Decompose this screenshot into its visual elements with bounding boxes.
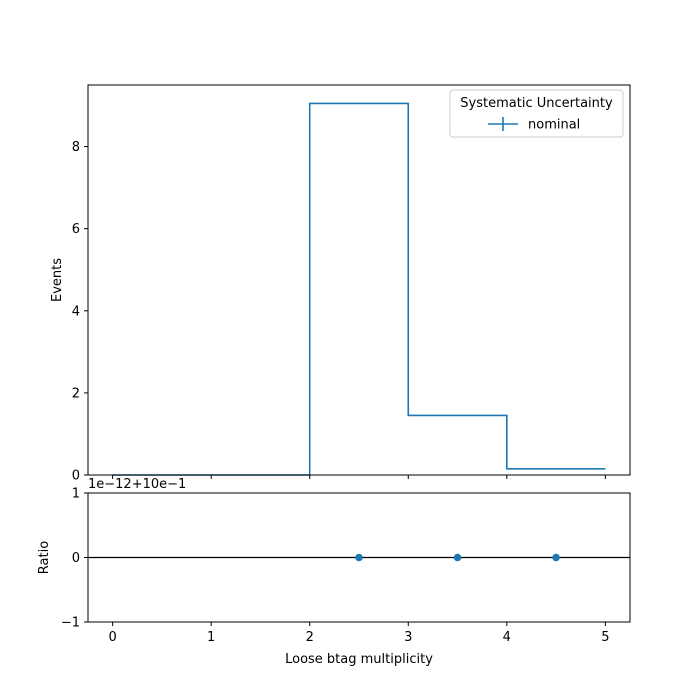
ratio-panel: 0 1 2 3 4 5 −1 0 1 1e−12+10e−1 Ratio Loose btag… bbox=[37, 477, 631, 667]
legend-entries: nominal bbox=[488, 117, 580, 133]
x-axis-label: Loose btag multiplicity bbox=[285, 652, 433, 667]
legend: Systematic Uncertainty nominal bbox=[449, 89, 624, 138]
main-y-tick-label: 4 bbox=[72, 304, 80, 319]
x-tick-label: 0 bbox=[108, 630, 116, 645]
x-tick-label: 3 bbox=[404, 630, 412, 645]
main-y-tick-label: 0 bbox=[72, 469, 80, 484]
main-plot-frame bbox=[87, 84, 631, 476]
ratio-y-ticks: −1 0 1 bbox=[61, 487, 88, 631]
main-y-tick-label: 2 bbox=[72, 386, 80, 401]
main-y-tick-label: 8 bbox=[72, 140, 80, 155]
legend-entry-label: nominal bbox=[528, 118, 580, 133]
x-tick-label: 2 bbox=[306, 630, 314, 645]
ratio-y-tick-label: 1 bbox=[72, 487, 80, 502]
legend-box bbox=[449, 89, 624, 138]
ratio-point bbox=[355, 553, 363, 562]
ratio-offset-text: 1e−12+10e−1 bbox=[88, 477, 186, 492]
ratio-x-ticks: 0 1 2 3 4 5 bbox=[108, 622, 610, 645]
x-tick-label: 4 bbox=[503, 630, 511, 645]
ratio-point bbox=[552, 553, 560, 562]
ratio-point bbox=[453, 553, 462, 562]
main-y-tick-label: 6 bbox=[72, 222, 80, 237]
main-panel: 0 2 4 6 8 Events Systematic Uncertainty nomi… bbox=[50, 84, 631, 484]
ratio-y-axis-label: Ratio bbox=[37, 541, 52, 574]
legend-title: Systematic Uncertainty bbox=[460, 96, 613, 111]
x-tick-label: 1 bbox=[207, 630, 215, 645]
ratio-y-tick-label: −1 bbox=[61, 616, 80, 631]
x-tick-label: 5 bbox=[601, 630, 609, 645]
main-y-ticks: 0 2 4 6 8 bbox=[72, 140, 88, 484]
main-x-ticks bbox=[112, 475, 606, 479]
ratio-y-tick-label: 0 bbox=[72, 551, 80, 566]
ratio-points-layer bbox=[355, 553, 560, 562]
main-y-axis-label: Events bbox=[50, 258, 65, 302]
